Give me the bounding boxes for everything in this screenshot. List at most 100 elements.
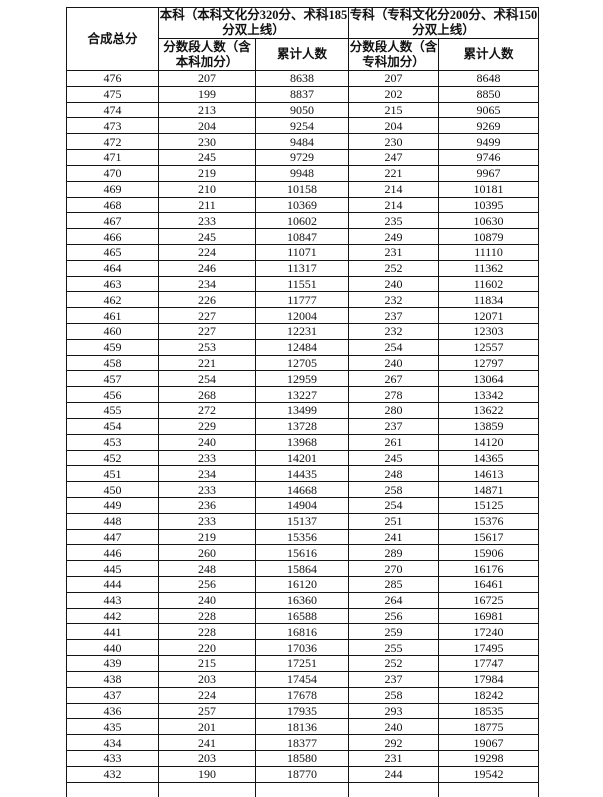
cell-composite-score: 453 <box>67 434 159 450</box>
cell-benke-segment-count: 230 <box>159 134 256 150</box>
cell-zhuanke-segment-count: 237 <box>349 671 439 687</box>
cell-benke-cumulative-count: 9050 <box>256 102 349 118</box>
cell-composite-score: 436 <box>67 703 159 719</box>
cell-benke-segment-count: 256 <box>159 577 256 593</box>
cell-composite-score: 435 <box>67 719 159 735</box>
cell-benke-segment-count: 240 <box>159 592 256 608</box>
cell-benke-cumulative-count: 10847 <box>256 229 349 245</box>
cell-zhuanke-cumulative-count: 9746 <box>439 150 539 166</box>
cell-composite-score: 466 <box>67 229 159 245</box>
cell-benke-segment-count: 268 <box>159 387 256 403</box>
cell-zhuanke-segment-count: 292 <box>349 735 439 751</box>
cell-composite-score: 454 <box>67 418 159 434</box>
cell-zhuanke-cumulative-count: 8850 <box>439 86 539 102</box>
cell-benke-segment-count: 204 <box>159 118 256 134</box>
cell-benke-cumulative-count: 8638 <box>256 71 349 87</box>
cell-benke-cumulative-count: 14435 <box>256 466 349 482</box>
cell-composite-score: 451 <box>67 466 159 482</box>
cell-benke-cumulative-count: 10158 <box>256 181 349 197</box>
header-zhuanke-group: 专科（专科文化分200分、术科150分双上线） <box>349 8 539 39</box>
cell-zhuanke-cumulative-count: 9269 <box>439 118 539 134</box>
cell-zhuanke-cumulative-count: 19298 <box>439 750 539 766</box>
cell-benke-segment-count: 228 <box>159 608 256 624</box>
cell-zhuanke-segment-count: 249 <box>349 229 439 245</box>
cell-composite-score: 470 <box>67 165 159 181</box>
cell-zhuanke-segment-count: 252 <box>349 260 439 276</box>
cell-zhuanke-segment-count: 214 <box>349 181 439 197</box>
cell-benke-cumulative-count: 11071 <box>256 244 349 260</box>
cell-composite-score: 468 <box>67 197 159 213</box>
cell-benke-segment-count: 213 <box>159 102 256 118</box>
cell-benke-cumulative-count: 16816 <box>256 624 349 640</box>
cell-benke-segment-count: 190 <box>159 766 256 782</box>
cell-benke-cumulative-count: 12004 <box>256 308 349 324</box>
cell-zhuanke-cumulative-count: 10395 <box>439 197 539 213</box>
cell-zhuanke-cumulative-count: 9967 <box>439 165 539 181</box>
cell-zhuanke-cumulative-count: 12557 <box>439 339 539 355</box>
cell-composite-score: 450 <box>67 482 159 498</box>
cell-zhuanke-segment-count: 285 <box>349 577 439 593</box>
cell-zhuanke-cumulative-count: 18775 <box>439 719 539 735</box>
cell-zhuanke-segment-count: 237 <box>349 308 439 324</box>
cell-benke-cumulative-count: 18580 <box>256 750 349 766</box>
header-benke-group: 本科（本科文化分320分、术科185分双上线） <box>159 8 349 39</box>
cell-composite-score: 465 <box>67 244 159 260</box>
cell-composite-score: 475 <box>67 86 159 102</box>
cell-zhuanke-cumulative-count: 13064 <box>439 371 539 387</box>
score-table-header: 合成总分 本科（本科文化分320分、术科185分双上线） 专科（专科文化分200… <box>67 8 539 71</box>
cell-zhuanke-segment-count: 289 <box>349 545 439 561</box>
cell-benke-cumulative-count: 10369 <box>256 197 349 213</box>
cell-zhuanke-cumulative-count: 14613 <box>439 466 539 482</box>
cell-composite-score: 437 <box>67 687 159 703</box>
cell-composite-score: 456 <box>67 387 159 403</box>
cell-benke-segment-count: 221 <box>159 355 256 371</box>
cell-empty <box>349 782 439 797</box>
cell-zhuanke-cumulative-count: 10630 <box>439 213 539 229</box>
header-row-groups: 合成总分 本科（本科文化分320分、术科185分双上线） 专科（专科文化分200… <box>67 8 539 39</box>
cell-benke-segment-count: 240 <box>159 434 256 450</box>
cell-benke-cumulative-count: 14904 <box>256 497 349 513</box>
cell-zhuanke-cumulative-count: 14120 <box>439 434 539 450</box>
cell-benke-segment-count: 245 <box>159 229 256 245</box>
cell-benke-cumulative-count: 17454 <box>256 671 349 687</box>
cell-zhuanke-segment-count: 258 <box>349 687 439 703</box>
cell-composite-score: 464 <box>67 260 159 276</box>
cell-benke-segment-count: 260 <box>159 545 256 561</box>
cell-zhuanke-cumulative-count: 16981 <box>439 608 539 624</box>
cell-composite-score: 447 <box>67 529 159 545</box>
cell-zhuanke-segment-count: 244 <box>349 766 439 782</box>
cell-zhuanke-cumulative-count: 11362 <box>439 260 539 276</box>
cell-zhuanke-cumulative-count: 15376 <box>439 513 539 529</box>
cell-benke-cumulative-count: 9729 <box>256 150 349 166</box>
cell-benke-cumulative-count: 12705 <box>256 355 349 371</box>
cell-benke-segment-count: 253 <box>159 339 256 355</box>
cell-benke-cumulative-count: 11551 <box>256 276 349 292</box>
cell-zhuanke-cumulative-count: 9499 <box>439 134 539 150</box>
cell-empty <box>67 782 159 797</box>
cell-benke-segment-count: 241 <box>159 735 256 751</box>
cell-zhuanke-cumulative-count: 12071 <box>439 308 539 324</box>
cell-benke-segment-count: 229 <box>159 418 256 434</box>
cell-composite-score: 432 <box>67 766 159 782</box>
cell-composite-score: 458 <box>67 355 159 371</box>
cell-benke-segment-count: 207 <box>159 71 256 87</box>
cell-zhuanke-segment-count: 251 <box>349 513 439 529</box>
cell-zhuanke-segment-count: 237 <box>349 418 439 434</box>
cell-benke-segment-count: 272 <box>159 403 256 419</box>
cell-zhuanke-segment-count: 258 <box>349 482 439 498</box>
